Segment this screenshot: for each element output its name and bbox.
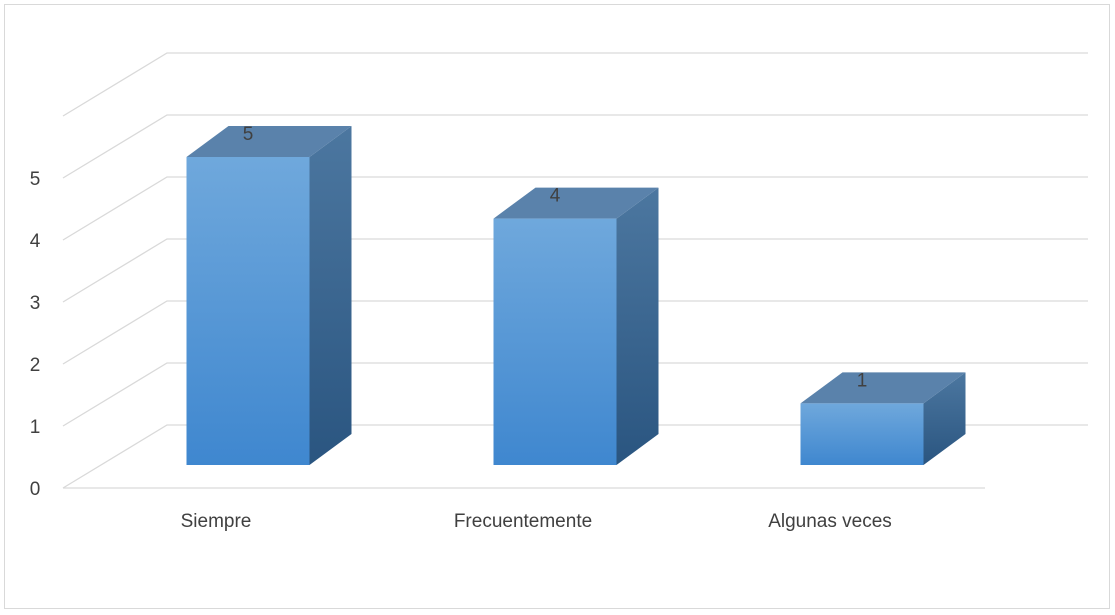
gridline-4 xyxy=(62,176,1088,241)
bar-top xyxy=(493,187,659,219)
bar-frecuentemente xyxy=(493,187,659,465)
gridline-0 xyxy=(62,424,1088,489)
gridline-6 xyxy=(62,52,1088,117)
y-tick-label: 2 xyxy=(30,355,41,376)
y-tick-label: 4 xyxy=(30,231,41,252)
y-tick-label: 3 xyxy=(30,293,41,314)
bar-siempre xyxy=(186,126,352,465)
bar-top xyxy=(800,372,966,404)
gridlines xyxy=(62,52,1088,489)
labels: 0 1 2 3 4 5 5 Siempre 4 Frecuentemente 1 Algunas ve… xyxy=(30,124,892,532)
bar-top xyxy=(186,126,352,157)
data-label: 1 xyxy=(857,370,868,391)
bar-front xyxy=(800,403,924,465)
gridline-2 xyxy=(62,300,1088,365)
gridline-3 xyxy=(62,238,1088,303)
gridline-5 xyxy=(62,114,1088,179)
y-tick-label: 0 xyxy=(30,479,41,500)
bar-side xyxy=(309,126,352,465)
gridline-1 xyxy=(62,362,1088,427)
bar-side xyxy=(616,187,659,465)
bar-algunas-veces xyxy=(800,372,966,465)
category-label: Algunas veces xyxy=(768,511,892,532)
bar-front xyxy=(186,157,310,465)
category-label: Frecuentemente xyxy=(454,511,592,532)
bar-side xyxy=(923,372,966,465)
data-label: 4 xyxy=(550,186,561,207)
bars xyxy=(186,126,966,465)
y-tick-label: 1 xyxy=(30,417,41,438)
y-tick-label: 5 xyxy=(30,169,41,190)
bar-front xyxy=(493,218,617,465)
category-label: Siempre xyxy=(181,511,252,532)
data-label: 5 xyxy=(243,124,254,145)
